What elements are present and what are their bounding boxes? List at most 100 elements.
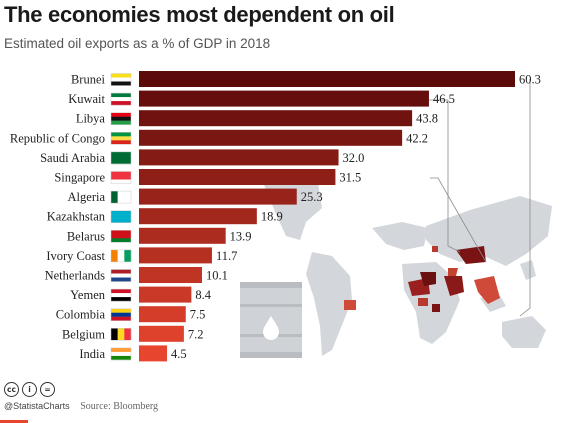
bar (139, 110, 413, 127)
statista-handle-link[interactable]: @StatistaCharts (4, 401, 70, 411)
flag-stripe (111, 175, 131, 180)
flag-border (110, 347, 132, 361)
flag-border (110, 92, 132, 106)
flag-stripe (111, 191, 118, 204)
flag-border (110, 210, 132, 223)
flag-border (110, 112, 132, 125)
flag-stripe (111, 351, 131, 357)
flag-stripe (111, 289, 131, 294)
flag-stripe (111, 218, 131, 223)
bar (139, 169, 336, 185)
value-label: 60.3 (519, 73, 541, 87)
flag-stripe (111, 273, 131, 278)
flag-icon (110, 328, 132, 341)
flag-icon (110, 288, 132, 302)
flag-stripe (111, 312, 131, 317)
value-label: 4.5 (171, 347, 187, 361)
flag-stripe (111, 171, 131, 176)
flag-stripe (124, 328, 132, 341)
flag-stripe (111, 136, 131, 141)
leader-lines (428, 79, 531, 317)
footer: cc i = @StatistaCharts Source: Bloomberg (4, 382, 184, 422)
flag-border (110, 288, 132, 302)
flag-stripe (111, 159, 131, 165)
flag-stripe (111, 308, 131, 313)
flag-border (110, 73, 132, 86)
category-label: Republic of Congo (10, 131, 105, 145)
source-note: Source: Bloomberg (80, 401, 159, 412)
flag-stripe (111, 151, 131, 157)
flag-icon (110, 230, 132, 243)
highlighted-countries (344, 246, 500, 312)
flag-stripe (111, 112, 131, 117)
category-label: Singapore (54, 171, 105, 185)
category-label: Yemen (70, 288, 106, 302)
flag-border (110, 190, 132, 204)
flag-stripe (111, 328, 118, 341)
flag-border (110, 132, 132, 145)
flag-border (110, 328, 132, 341)
flag-stripe (111, 293, 131, 298)
flag-stripe (111, 347, 131, 353)
license-icons: cc i = (4, 382, 184, 397)
flag-stripe (111, 210, 131, 215)
bar (139, 345, 168, 362)
flag-stripe (111, 238, 131, 243)
flag-stripe (111, 101, 131, 106)
flag-icon (110, 347, 132, 361)
bar (139, 247, 212, 264)
value-label: 10.1 (206, 269, 228, 283)
category-label: Libya (76, 112, 106, 126)
flag-stripe (117, 249, 125, 262)
bar (139, 129, 403, 146)
category-label: Belgium (62, 327, 105, 341)
flag-stripe (111, 140, 131, 145)
flag-icon (110, 249, 132, 263)
bar (139, 208, 257, 225)
flag-stripe (111, 81, 131, 86)
value-label: 25.3 (301, 190, 323, 204)
no-derivatives-icon[interactable]: = (40, 382, 55, 397)
value-label: 43.8 (416, 112, 438, 126)
flag-stripe (124, 249, 132, 262)
flag-icon (110, 308, 132, 321)
category-label: Belarus (67, 229, 105, 243)
flag-stripe (111, 77, 131, 82)
bar (139, 286, 192, 303)
flag-stripe (111, 269, 131, 274)
bar (139, 306, 186, 323)
flag-icon (110, 132, 132, 145)
flag-stripe (111, 93, 131, 98)
bar (139, 90, 429, 107)
flag-stripe (117, 191, 125, 204)
flag-icon (110, 269, 132, 282)
flag-stripe (111, 297, 131, 302)
flag-border (110, 171, 132, 184)
category-label: Kazakhstan (47, 210, 106, 224)
flag-stripe (111, 120, 131, 125)
category-label: Brunei (71, 73, 106, 87)
flag-stripe (111, 73, 131, 78)
value-label: 7.5 (190, 308, 206, 322)
category-label: Netherlands (45, 269, 106, 283)
value-label: 8.4 (195, 288, 211, 302)
value-label: 7.2 (188, 327, 204, 341)
attribution-icon[interactable]: i (22, 382, 37, 397)
bar (139, 267, 202, 283)
bar (139, 227, 226, 244)
flag-stripe (124, 191, 132, 204)
creative-commons-icon[interactable]: cc (4, 382, 19, 397)
flag-icon (110, 190, 132, 204)
category-label: Saudi Arabia (40, 151, 105, 165)
category-label: Colombia (56, 308, 106, 322)
flag-stripe (111, 179, 131, 184)
value-label: 31.5 (339, 171, 361, 185)
value-label: 11.7 (216, 249, 237, 263)
flag-icon (110, 210, 132, 223)
flag-icon (110, 73, 132, 86)
flag-stripe (111, 230, 131, 235)
flag-border (110, 230, 132, 243)
flag-stripe (111, 234, 131, 239)
oil-drop-icon (263, 316, 279, 340)
